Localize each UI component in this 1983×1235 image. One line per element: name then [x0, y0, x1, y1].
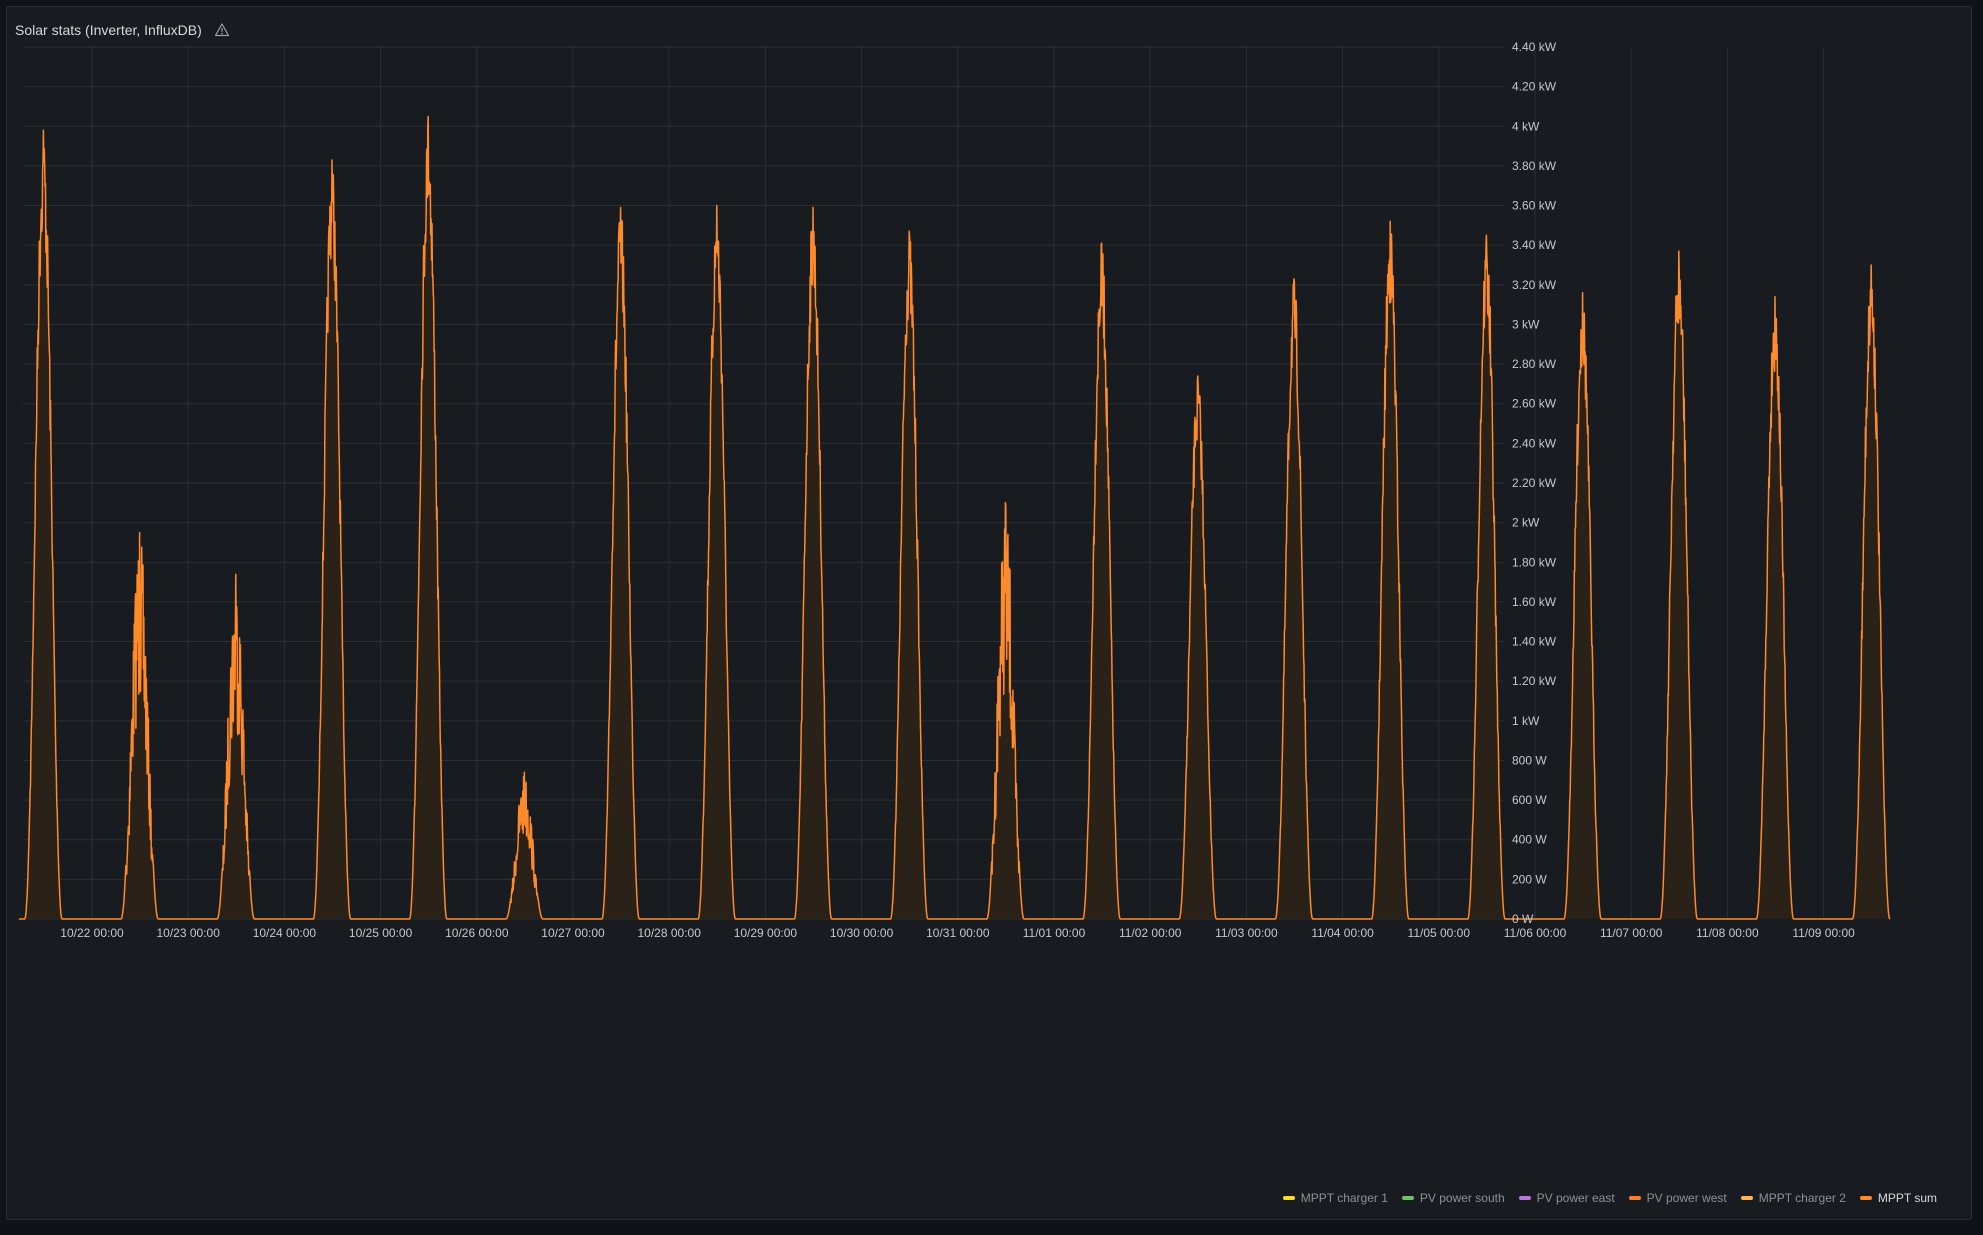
y-tick-label: 3.40 kW: [1512, 238, 1557, 252]
x-tick-label: 10/22 00:00: [60, 926, 124, 940]
x-tick-label: 11/01 00:00: [1023, 926, 1086, 940]
x-axis: 10/22 00:00 10/23 00:00 10/24 00:00 10/25 0…: [60, 926, 1855, 940]
legend-label: PV power south: [1419, 1191, 1505, 1205]
legend-swatch: [1282, 1196, 1295, 1200]
panel-header: Solar stats (Inverter, InfluxDB): [15, 15, 230, 45]
legend-item[interactable]: PV power west: [1628, 1191, 1727, 1205]
y-tick-label: 3 kW: [1512, 317, 1540, 331]
y-tick-label: 400 W: [1512, 833, 1547, 847]
timeseries-chart[interactable]: 0 W 200 W 400 W 600 W 800 W 1 kW 1.20 kW 1.40 k…: [7, 7, 1973, 1221]
x-tick-label: 10/29 00:00: [734, 926, 798, 940]
legend-swatch: [1628, 1196, 1641, 1200]
y-tick-label: 0 W: [1512, 912, 1534, 926]
x-tick-label: 11/04 00:00: [1311, 926, 1374, 940]
legend-swatch: [1518, 1196, 1531, 1200]
y-tick-label: 3.80 kW: [1512, 159, 1557, 173]
y-axis: 0 W 200 W 400 W 600 W 800 W 1 kW 1.20 kW 1.40 k…: [1512, 40, 1557, 926]
x-tick-label: 11/05 00:00: [1408, 926, 1471, 940]
legend-item[interactable]: PV power south: [1401, 1191, 1505, 1205]
y-tick-label: 2.80 kW: [1512, 357, 1557, 371]
x-tick-label: 10/23 00:00: [156, 926, 220, 940]
x-tick-label: 11/08 00:00: [1696, 926, 1759, 940]
legend: MPPT charger 1 PV power south PV power eas…: [1282, 1191, 1937, 1205]
y-tick-label: 2 kW: [1512, 516, 1540, 530]
x-tick-label: 10/27 00:00: [541, 926, 605, 940]
series-line-mppt-sum: [18, 115, 1891, 920]
y-tick-label: 600 W: [1512, 793, 1547, 807]
y-tick-label: 2.20 kW: [1512, 476, 1557, 490]
x-tick-label: 11/03 00:00: [1215, 926, 1278, 940]
y-tick-label: 1.80 kW: [1512, 555, 1557, 569]
panel-title[interactable]: Solar stats (Inverter, InfluxDB): [15, 22, 202, 38]
legend-swatch: [1740, 1196, 1753, 1200]
legend-label: MPPT charger 1: [1300, 1191, 1388, 1205]
y-tick-label: 200 W: [1512, 872, 1547, 886]
x-tick-label: 10/28 00:00: [637, 926, 701, 940]
x-tick-label: 11/02 00:00: [1119, 926, 1182, 940]
y-tick-label: 4.40 kW: [1512, 40, 1557, 54]
legend-swatch: [1859, 1196, 1872, 1200]
legend-label: MPPT sum: [1877, 1191, 1937, 1205]
x-tick-label: 10/25 00:00: [349, 926, 413, 940]
chart-panel: Solar stats (Inverter, InfluxDB) 0 W 200 …: [6, 6, 1972, 1220]
y-tick-label: 2.40 kW: [1512, 436, 1557, 450]
legend-label: MPPT charger 2: [1758, 1191, 1846, 1205]
y-tick-label: 1 kW: [1512, 714, 1540, 728]
x-tick-label: 10/26 00:00: [445, 926, 509, 940]
y-tick-label: 1.60 kW: [1512, 595, 1557, 609]
y-tick-label: 800 W: [1512, 753, 1547, 767]
y-tick-label: 1.40 kW: [1512, 635, 1557, 649]
x-tick-label: 10/31 00:00: [926, 926, 990, 940]
x-tick-label: 11/06 00:00: [1504, 926, 1567, 940]
warning-triangle-icon[interactable]: [214, 22, 230, 38]
y-tick-label: 4 kW: [1512, 119, 1540, 133]
y-tick-label: 3.20 kW: [1512, 278, 1557, 292]
legend-item[interactable]: MPPT sum: [1859, 1191, 1937, 1205]
grid-lines: [23, 46, 1825, 920]
legend-item[interactable]: MPPT charger 2: [1740, 1191, 1846, 1205]
y-tick-label: 3.60 kW: [1512, 199, 1557, 213]
legend-label: PV power west: [1646, 1191, 1727, 1205]
y-tick-label: 4.20 kW: [1512, 80, 1557, 94]
series-mppt-sum: [18, 115, 1891, 920]
legend-label: PV power east: [1536, 1191, 1615, 1205]
x-tick-label: 10/30 00:00: [830, 926, 894, 940]
x-tick-label: 11/07 00:00: [1600, 926, 1663, 940]
x-tick-label: 10/24 00:00: [253, 926, 317, 940]
y-tick-label: 2.60 kW: [1512, 397, 1557, 411]
legend-item[interactable]: MPPT charger 1: [1282, 1191, 1388, 1205]
y-tick-label: 1.20 kW: [1512, 674, 1557, 688]
legend-item[interactable]: PV power east: [1518, 1191, 1615, 1205]
legend-swatch: [1401, 1196, 1414, 1200]
x-tick-label: 11/09 00:00: [1792, 926, 1855, 940]
series-area-fill: [18, 116, 1890, 919]
